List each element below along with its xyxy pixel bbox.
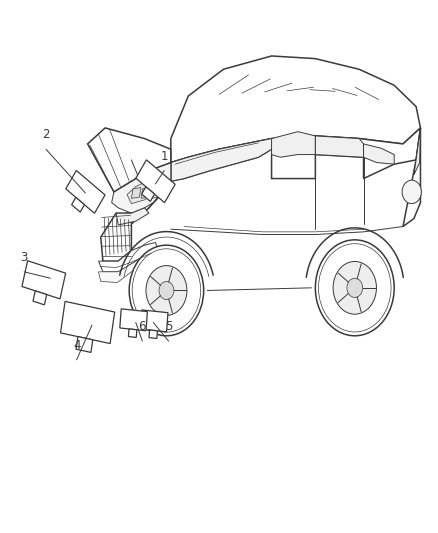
Polygon shape <box>112 163 171 235</box>
Polygon shape <box>99 251 158 282</box>
Polygon shape <box>76 337 93 352</box>
Polygon shape <box>128 329 137 337</box>
Polygon shape <box>33 291 47 305</box>
Polygon shape <box>272 132 315 157</box>
Polygon shape <box>116 208 149 225</box>
Circle shape <box>129 245 204 336</box>
Polygon shape <box>141 310 168 332</box>
Polygon shape <box>149 330 157 338</box>
Polygon shape <box>120 309 147 331</box>
Polygon shape <box>71 197 85 212</box>
Polygon shape <box>141 188 151 198</box>
Polygon shape <box>101 213 131 261</box>
Polygon shape <box>171 139 280 181</box>
Text: 5: 5 <box>165 320 172 333</box>
Text: 6: 6 <box>138 320 146 333</box>
Polygon shape <box>66 171 105 213</box>
Polygon shape <box>141 187 155 201</box>
Polygon shape <box>171 128 420 181</box>
Polygon shape <box>112 163 171 213</box>
Polygon shape <box>414 128 420 175</box>
Circle shape <box>315 240 394 336</box>
Polygon shape <box>403 128 420 227</box>
Polygon shape <box>22 261 66 299</box>
Polygon shape <box>315 136 364 157</box>
Polygon shape <box>60 301 115 344</box>
Polygon shape <box>151 188 160 198</box>
Text: 4: 4 <box>73 339 81 352</box>
Circle shape <box>402 180 421 204</box>
Polygon shape <box>99 243 158 272</box>
Polygon shape <box>88 128 171 192</box>
Text: 3: 3 <box>21 251 28 264</box>
Circle shape <box>347 278 363 297</box>
Polygon shape <box>131 188 141 198</box>
Circle shape <box>146 265 187 316</box>
Circle shape <box>159 281 174 300</box>
Text: 1: 1 <box>160 150 168 163</box>
Polygon shape <box>364 144 394 164</box>
Polygon shape <box>127 177 164 204</box>
Text: 2: 2 <box>42 128 50 141</box>
Polygon shape <box>171 56 420 163</box>
Circle shape <box>333 261 376 314</box>
Polygon shape <box>136 160 175 203</box>
